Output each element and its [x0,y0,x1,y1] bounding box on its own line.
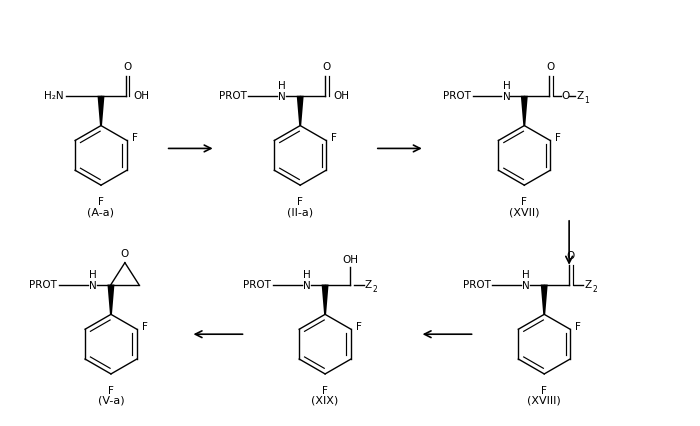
Text: PROT: PROT [442,91,470,101]
Text: 2: 2 [592,285,597,294]
Text: F: F [522,197,527,207]
Text: O: O [547,62,555,72]
Text: 1: 1 [584,96,589,105]
Text: Z: Z [584,279,592,290]
Text: F: F [298,197,303,207]
Text: O: O [121,249,129,259]
Polygon shape [97,96,104,126]
Text: F: F [575,322,581,332]
Polygon shape [521,96,528,126]
Polygon shape [108,285,114,314]
Text: N: N [279,92,286,102]
Text: N: N [522,281,530,291]
Text: PROT: PROT [29,279,57,290]
Text: H: H [279,81,286,91]
Text: O: O [323,62,330,72]
Text: (V-a): (V-a) [97,396,125,406]
Text: Z: Z [365,279,372,290]
Text: H: H [303,270,311,279]
Text: OH: OH [333,91,349,101]
Text: F: F [356,322,362,332]
Text: OH: OH [342,255,358,265]
Text: PROT: PROT [463,279,491,290]
Text: Z: Z [576,91,583,101]
Text: 2: 2 [373,285,378,294]
Polygon shape [321,285,328,314]
Text: F: F [331,133,337,144]
Text: (XIX): (XIX) [312,396,339,406]
Text: H₂N: H₂N [43,91,63,101]
Text: N: N [303,281,311,291]
Text: O: O [123,62,132,72]
Text: H: H [522,270,530,279]
Text: O: O [561,91,569,101]
Text: PROT: PROT [218,91,246,101]
Text: F: F [555,133,561,144]
Text: F: F [108,386,114,396]
Text: (XVII): (XVII) [509,207,540,217]
Text: F: F [132,133,138,144]
Text: (XVIII): (XVIII) [527,396,561,406]
Text: H: H [89,270,97,279]
Text: H: H [503,81,510,91]
Text: N: N [503,92,510,102]
Text: F: F [541,386,547,396]
Text: O: O [566,250,575,261]
Text: (II-a): (II-a) [287,207,314,217]
Text: OH: OH [134,91,150,101]
Polygon shape [297,96,304,126]
Text: PROT: PROT [244,279,272,290]
Text: N: N [89,281,97,291]
Text: F: F [98,197,104,207]
Polygon shape [540,285,547,314]
Text: F: F [142,322,148,332]
Text: (A-a): (A-a) [88,207,115,217]
Text: F: F [322,386,328,396]
